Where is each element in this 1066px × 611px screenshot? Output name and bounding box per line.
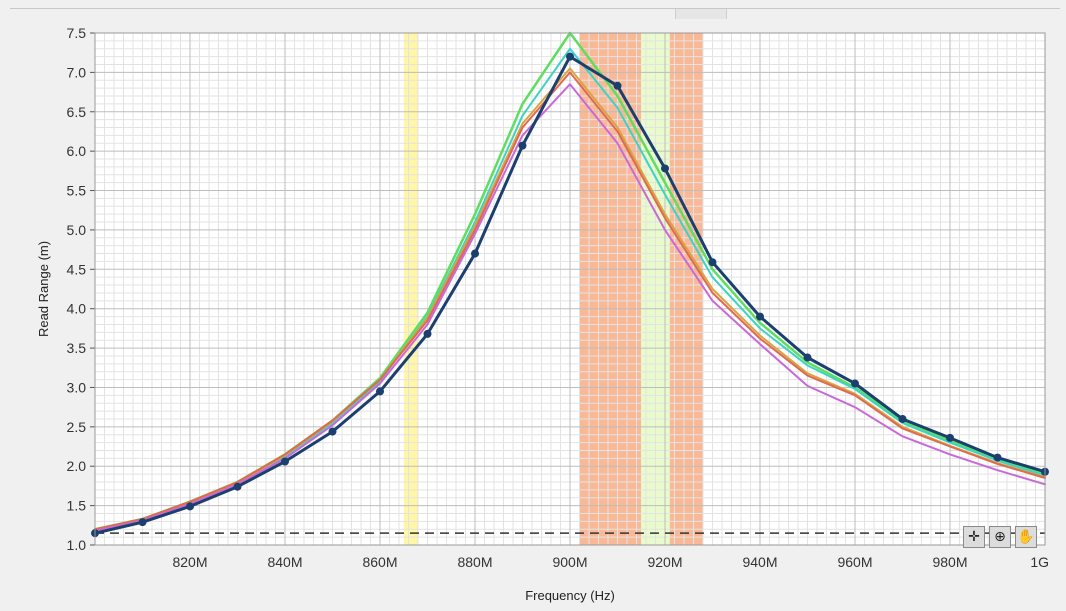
series-5-point bbox=[233, 482, 242, 491]
series-5-point bbox=[186, 502, 194, 511]
series-5-point bbox=[566, 52, 574, 61]
series-5-point bbox=[518, 141, 527, 150]
zoom-tool-button[interactable]: ⊕ bbox=[989, 526, 1011, 548]
series-5-point bbox=[803, 353, 812, 362]
series-5-point bbox=[376, 387, 384, 396]
series-5-point bbox=[708, 258, 717, 267]
y-axis-title: Read Range (m) bbox=[36, 241, 51, 337]
y-tick-labels: 1.0 1.5 2.0 2.5 3.0 3.5 4.0 4.5 5.0 5.5 6.0 6.5 7.0 7… bbox=[67, 25, 95, 553]
band-3 bbox=[669, 33, 703, 545]
series-5-point bbox=[851, 379, 859, 388]
y-tick-label: 6.0 bbox=[67, 143, 87, 159]
x-tick-label: 940M bbox=[742, 554, 777, 570]
x-tick-label: 860M bbox=[362, 554, 397, 570]
y-tick-label: 2.0 bbox=[67, 458, 87, 474]
y-tick-label: 2.5 bbox=[67, 419, 87, 435]
x-tick-label: 840M bbox=[267, 554, 302, 570]
series-5-point bbox=[471, 249, 479, 258]
series-5-point bbox=[661, 164, 669, 173]
x-tick-label: 960M bbox=[837, 554, 872, 570]
cursor-tool-button[interactable]: ✛ bbox=[963, 526, 985, 548]
x-tick-label: 880M bbox=[457, 554, 492, 570]
series-5-point bbox=[328, 427, 337, 436]
y-tick-label: 5.5 bbox=[67, 183, 87, 199]
y-tick-label: 1.0 bbox=[67, 537, 87, 553]
plot-border bbox=[94, 32, 1046, 546]
tab-notch bbox=[675, 9, 727, 19]
y-tick-label: 4.0 bbox=[67, 301, 87, 317]
y-tick-label: 7.5 bbox=[67, 25, 87, 41]
pan-tool-button[interactable]: ✋ bbox=[1015, 526, 1037, 548]
series-line-4 bbox=[94, 83, 1046, 532]
y-tick-label: 3.0 bbox=[67, 379, 87, 395]
series-5-point bbox=[138, 518, 147, 527]
series-line-3 bbox=[94, 71, 1046, 531]
series-5-point bbox=[946, 433, 954, 442]
x-tick-label: 900M bbox=[552, 554, 587, 570]
y-tick-label: 5.0 bbox=[67, 222, 87, 238]
series-5-point bbox=[613, 81, 622, 90]
x-tick-labels: 820M 840M 860M 880M 900M 920M 940M 960M 980M 1G bbox=[172, 554, 1049, 570]
x-tick-label: 980M bbox=[932, 554, 967, 570]
series-5-point bbox=[898, 414, 907, 423]
series-5-point bbox=[281, 457, 289, 466]
crosshair-icon: ✛ bbox=[968, 529, 980, 545]
y-tick-label: 4.5 bbox=[67, 261, 87, 277]
x-tick-label: 1G bbox=[1030, 554, 1049, 570]
x-tick-label: 820M bbox=[172, 554, 207, 570]
pan-hand-icon: ✋ bbox=[1017, 529, 1035, 545]
y-tick-label: 3.5 bbox=[67, 340, 87, 356]
x-tick-label: 920M bbox=[647, 554, 682, 570]
series-5-point bbox=[993, 453, 1002, 462]
y-tick-label: 6.5 bbox=[67, 104, 87, 120]
y-tick-label: 7.0 bbox=[67, 64, 87, 80]
x-axis-title: Frequency (Hz) bbox=[525, 588, 615, 603]
y-tick-label: 1.5 bbox=[67, 498, 87, 514]
series-5-point bbox=[423, 329, 432, 338]
zoom-icon: ⊕ bbox=[994, 529, 1006, 545]
band-0 bbox=[403, 33, 418, 545]
series-5-point bbox=[756, 312, 764, 321]
